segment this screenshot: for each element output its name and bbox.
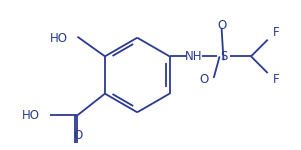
Text: HO: HO — [22, 109, 40, 122]
Text: S: S — [220, 50, 227, 63]
Text: O: O — [74, 129, 83, 142]
Text: O: O — [217, 20, 226, 32]
Text: HO: HO — [50, 32, 68, 45]
Text: O: O — [199, 73, 209, 86]
Text: NH: NH — [185, 50, 203, 63]
Text: F: F — [273, 26, 280, 39]
Text: F: F — [273, 73, 280, 86]
